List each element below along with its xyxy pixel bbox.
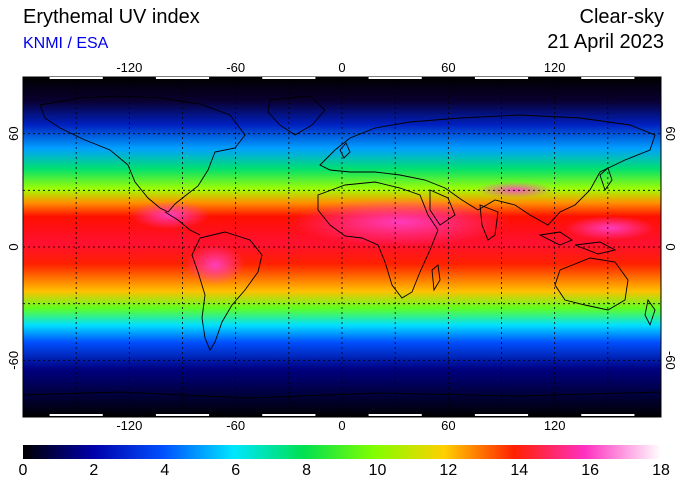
colorbar-tick-label: 16 xyxy=(581,462,600,479)
colorbar-tick-label: 4 xyxy=(160,462,170,479)
longitude-tick-label: 60 xyxy=(441,418,455,433)
latitude-tick-label-right: 0 xyxy=(663,243,678,250)
colorbar-tick-label: 2 xyxy=(89,462,99,479)
colorbar-tick-label: 10 xyxy=(368,462,387,479)
uv-hotspot-africa xyxy=(290,198,510,246)
colorbar-tick-label: 12 xyxy=(439,462,458,479)
longitude-tick-label: 0 xyxy=(338,418,345,433)
colorbar-gradient xyxy=(23,445,661,459)
colorbar-tick-label: 8 xyxy=(302,462,311,479)
data-source-label: KNMI / ESA xyxy=(23,35,109,52)
latitude-tick-label-left: -60 xyxy=(6,351,21,370)
latitude-tick-label-right: -60 xyxy=(663,351,678,370)
sky-condition-label: Clear-sky xyxy=(579,6,664,28)
longitude-tick-label: 60 xyxy=(441,60,455,75)
latitude-tick-label-left: 0 xyxy=(6,243,21,250)
colorbar-tick-label: 18 xyxy=(652,462,670,479)
map-frame xyxy=(22,76,662,418)
longitude-tick-label: -60 xyxy=(226,418,245,433)
axis-labels: -120 -120 -60 -60 0 0 60 60 120 120 60 60 0 0 -60 -60 xyxy=(6,60,678,433)
longitude-tick-label: 120 xyxy=(544,418,566,433)
longitude-tick-label: -120 xyxy=(116,418,142,433)
latitude-tick-label-left: 60 xyxy=(6,126,21,140)
longitude-tick-label: 0 xyxy=(338,60,345,75)
frame-tick-marks xyxy=(49,77,635,416)
date-label: 21 April 2023 xyxy=(547,31,664,53)
uv-hotspot-andes xyxy=(185,245,245,285)
longitude-tick-label: -120 xyxy=(116,60,142,75)
graticule xyxy=(23,77,661,417)
uv-hotspot-pacific xyxy=(565,216,655,240)
latitude-tick-label-right: 60 xyxy=(663,126,678,140)
colorbar-tick-label: 6 xyxy=(231,462,241,479)
map-title: Erythemal UV index xyxy=(23,6,200,28)
coastlines xyxy=(23,95,661,399)
longitude-tick-label: -60 xyxy=(226,60,245,75)
longitude-tick-label: 120 xyxy=(544,60,566,75)
colorbar-tick-label: 0 xyxy=(18,462,28,479)
colorbar-tick-label: 14 xyxy=(510,462,529,479)
colorbar xyxy=(23,445,661,459)
